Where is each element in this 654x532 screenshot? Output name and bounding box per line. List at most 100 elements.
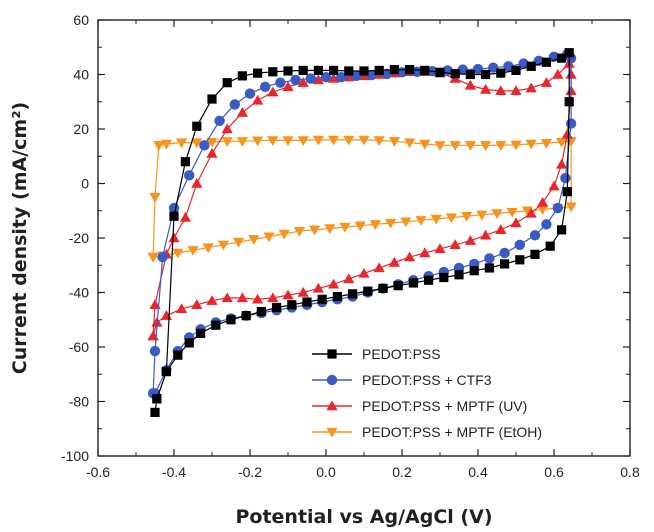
legend-label: PEDOT:PSS <box>362 346 441 362</box>
data-point <box>481 69 491 80</box>
x-tick-label: -0.2 <box>238 464 262 480</box>
data-point <box>275 77 286 88</box>
data-point <box>278 229 290 240</box>
data-point <box>180 157 190 167</box>
data-point <box>236 292 248 303</box>
data-point <box>252 293 264 304</box>
data-point <box>454 270 464 280</box>
data-point <box>297 136 309 147</box>
data-point <box>173 350 183 360</box>
data-point <box>449 239 461 250</box>
legend-marker <box>326 400 338 411</box>
data-point <box>378 283 388 294</box>
data-point <box>244 88 256 99</box>
data-point <box>343 135 355 146</box>
data-point <box>272 302 282 313</box>
data-point <box>491 209 503 220</box>
data-point <box>393 281 403 291</box>
data-point <box>561 128 573 139</box>
x-tick-label: -0.6 <box>86 464 110 480</box>
data-point <box>514 239 525 251</box>
y-tick-label: 0 <box>81 176 89 192</box>
y-axis-title: Current density (mA/cm²) <box>9 102 31 374</box>
data-point <box>206 295 218 305</box>
data-point <box>222 78 232 88</box>
data-point <box>464 79 476 90</box>
data-point <box>312 74 324 85</box>
data-point <box>450 69 460 79</box>
data-point <box>236 137 248 147</box>
data-point <box>373 262 385 273</box>
data-point <box>400 217 412 228</box>
legend-item: PEDOT:PSS + CTF3 <box>312 372 492 388</box>
y-tick-label: 60 <box>73 12 89 28</box>
data-point <box>557 53 567 63</box>
data-point <box>412 66 423 77</box>
data-point <box>149 192 161 203</box>
legend-label: PEDOT:PSS + MPTF (EtOH) <box>362 424 542 440</box>
data-point <box>461 212 473 222</box>
data-point <box>525 207 537 218</box>
data-point <box>179 211 191 222</box>
data-point <box>419 139 431 150</box>
data-point <box>191 177 203 188</box>
data-point <box>268 67 278 77</box>
data-point <box>496 68 506 78</box>
data-point <box>150 407 160 417</box>
data-point <box>344 66 354 76</box>
data-point <box>149 299 161 309</box>
data-point <box>153 141 165 151</box>
data-point <box>293 226 305 237</box>
data-point <box>248 235 260 245</box>
data-point <box>503 61 514 72</box>
data-point <box>309 225 321 236</box>
data-point <box>510 217 522 228</box>
data-point <box>328 135 340 146</box>
legend-item: PEDOT:PSS + MPTF (EtOH) <box>312 424 542 440</box>
data-point <box>191 299 203 309</box>
data-point <box>419 247 431 258</box>
data-point <box>388 256 400 267</box>
x-tick-label: 0.2 <box>392 464 412 480</box>
data-point <box>358 135 370 146</box>
data-point <box>430 214 442 225</box>
data-point <box>328 278 340 289</box>
data-point <box>206 147 218 158</box>
data-point <box>506 207 518 218</box>
data-point <box>267 136 279 147</box>
data-point <box>187 246 199 256</box>
data-point <box>147 252 159 263</box>
data-point <box>217 240 229 251</box>
data-point <box>415 216 427 226</box>
data-point <box>525 82 537 93</box>
data-point <box>282 81 294 91</box>
data-point <box>562 187 572 197</box>
data-point <box>424 275 434 285</box>
x-tick-label: 0.0 <box>316 464 336 480</box>
data-point <box>385 218 397 229</box>
data-point <box>374 65 384 76</box>
data-point <box>530 249 540 259</box>
legend-marker <box>326 427 338 438</box>
x-tick-label: 0.6 <box>544 464 564 480</box>
data-point <box>313 65 323 76</box>
data-point <box>282 136 294 147</box>
data-point <box>312 282 324 293</box>
data-point <box>221 292 233 303</box>
legend-item: PEDOT:PSS <box>312 346 441 362</box>
data-point <box>263 232 275 243</box>
data-point <box>184 170 195 181</box>
data-point <box>348 289 358 299</box>
data-point <box>329 65 339 76</box>
data-point <box>476 210 488 221</box>
data-point <box>445 213 457 224</box>
data-point <box>565 118 577 129</box>
x-tick-label: 0.8 <box>620 464 640 480</box>
data-point <box>434 141 446 151</box>
data-point <box>332 291 342 302</box>
data-point <box>221 123 233 134</box>
y-tick-label: -80 <box>69 394 89 410</box>
data-point <box>488 62 499 73</box>
data-point <box>267 86 279 97</box>
